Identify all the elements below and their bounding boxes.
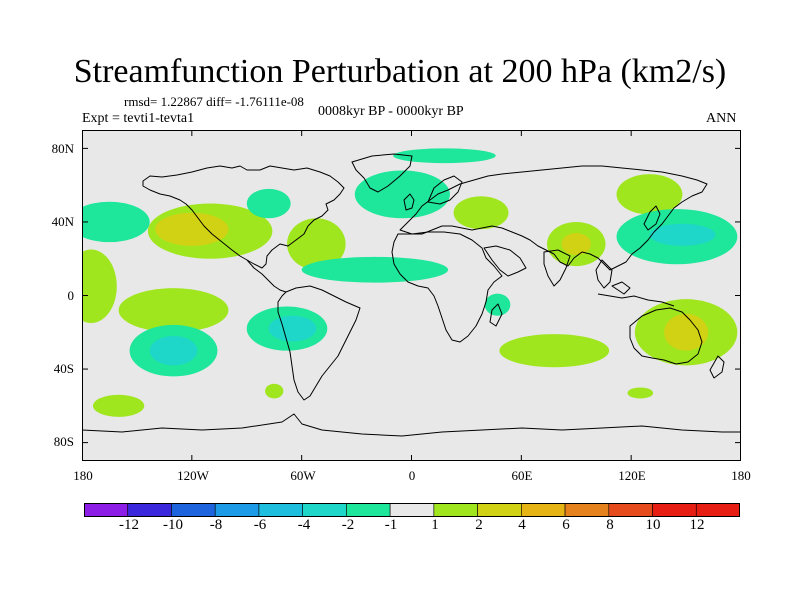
- colorbar-label: 4: [518, 517, 526, 533]
- period-label: 0008kyr BP - 0000kyr BP: [318, 104, 464, 119]
- colorbar-label: -6: [253, 517, 267, 533]
- contour-region-australia-high-inner: [664, 313, 709, 351]
- colorbar-label: 6: [562, 517, 570, 533]
- colorbar-label: -8: [209, 517, 223, 533]
- colorbar-cell: [652, 503, 697, 517]
- colorbar-cell: [258, 503, 303, 517]
- contour-region-n-atlantic-high: [287, 218, 346, 270]
- colorbar-frame: [84, 503, 740, 517]
- contour-region-s-america-low-inner: [268, 315, 317, 342]
- colorbar-label: 2: [475, 517, 483, 533]
- contour-region-asia-high-inner: [561, 232, 591, 256]
- lon-tick-label: 60W: [290, 468, 316, 483]
- coastline-africa: [391, 231, 503, 343]
- coastline-arabia: [483, 245, 527, 277]
- contour-region-w-pacific-low-inner: [649, 223, 716, 246]
- contour-region-canada-low: [246, 188, 291, 219]
- colorbar-label: -4: [297, 517, 311, 533]
- contour-region-mideast-high: [453, 196, 509, 230]
- colorbar-cell: [389, 503, 435, 517]
- coastline-greenland: [351, 153, 413, 193]
- colorbar-cell: [477, 503, 522, 517]
- colorbar-label: 1: [431, 517, 439, 533]
- colorbar-label: -2: [341, 517, 355, 533]
- contour-region-patagonia-high: [265, 383, 284, 399]
- coastline-south-america: [277, 285, 361, 401]
- colorbar-cell: [346, 503, 391, 517]
- season-label: ANN: [706, 111, 737, 126]
- coastline-madagascar: [489, 303, 503, 327]
- coastline-se-asia: [595, 259, 613, 289]
- colorbar-cell: [171, 503, 216, 517]
- colorbar-cell: [127, 503, 172, 517]
- colorbar-label: 12: [689, 517, 705, 533]
- colorbar-label: -1: [384, 517, 398, 533]
- lat-tick-label: 40S: [53, 361, 74, 376]
- coastline-indonesia: [597, 281, 675, 307]
- colorbar-cell: [302, 503, 347, 517]
- colorbar-label: 8: [606, 517, 614, 533]
- colorbar-cell: [608, 503, 653, 517]
- colorbar-cell: [433, 503, 478, 517]
- coastline-scandinavia: [427, 175, 463, 205]
- lon-tick-label: 60E: [511, 468, 533, 483]
- colorbar: [84, 503, 740, 517]
- contour-region-n-america-high-inner: [155, 212, 229, 246]
- stats-text: rmsd= 1.22867 diff= -1.76111e-08: [124, 94, 304, 109]
- contour-region-s-pacific-high-2: [92, 394, 145, 417]
- coastline-antarctica: [82, 413, 741, 437]
- coastline-north-america: [142, 165, 345, 269]
- colorbar-cell: [84, 503, 129, 517]
- lat-tick-label: 40N: [51, 214, 74, 229]
- contour-region-siberia-high: [616, 174, 683, 215]
- colorbar-cell: [695, 503, 740, 517]
- coastline-australia: [629, 307, 703, 365]
- lat-tick-label: 0: [67, 288, 75, 303]
- contour-region-arctic-low: [393, 148, 496, 164]
- lat-tick-label: 80S: [53, 434, 74, 449]
- contour-region-s-pacific-high: [118, 288, 229, 333]
- lon-tick-label: 120W: [177, 468, 209, 483]
- experiment-label: Expt = tevti1-tevta1: [82, 111, 195, 126]
- axis-ticks: [82, 130, 741, 461]
- colorbar-cell: [214, 503, 260, 517]
- coastlines: [82, 153, 741, 437]
- map-plot: [82, 130, 741, 461]
- contour-region-s-ocean-high: [627, 387, 654, 399]
- contour-region-n-pacific-low: [82, 201, 150, 243]
- coastline-japan: [643, 205, 661, 231]
- contour-region-s-pacific-low-inner: [149, 335, 198, 366]
- coastline-new-zealand: [709, 355, 725, 379]
- coastline-central-america: [246, 259, 287, 293]
- colorbar-label: -12: [119, 517, 139, 533]
- contour-region-e-pacific-high: [82, 249, 117, 324]
- colorbar-cell: [521, 503, 566, 517]
- lon-tick-label: 180: [73, 468, 93, 483]
- lon-tick-label: 0: [408, 468, 416, 483]
- coastline-india: [543, 249, 571, 287]
- lat-tick-label: 80N: [51, 141, 74, 156]
- coastline-british-isles: [403, 193, 415, 211]
- plot-title: Streamfunction Perturbation at 200 hPa (…: [73, 53, 727, 90]
- lon-tick-label: 120E: [618, 468, 646, 483]
- contour-region-europe-low: [354, 170, 450, 219]
- contour-region-indian-ocean-high: [499, 334, 610, 368]
- colorbar-label: 10: [645, 517, 661, 533]
- colorbar-cell: [564, 503, 610, 517]
- lon-tick-label: 180: [731, 468, 751, 483]
- contour-region-tropical-atl-low: [301, 256, 449, 283]
- colorbar-label: -10: [163, 517, 183, 533]
- coastline-eurasia: [399, 165, 708, 271]
